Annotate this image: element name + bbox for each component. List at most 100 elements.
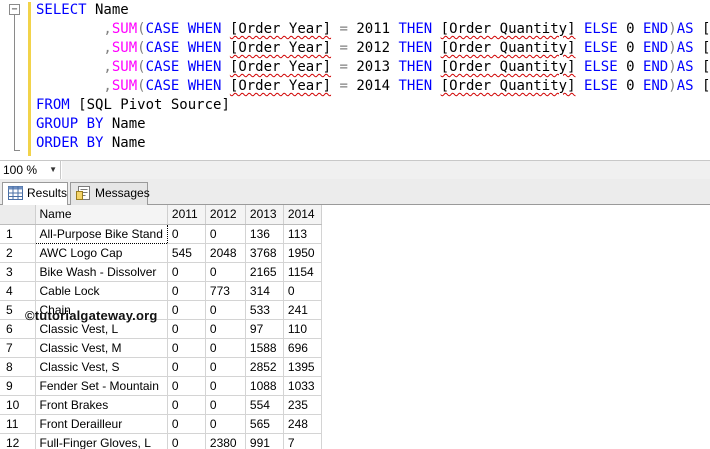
cell-name[interactable]: Fender Set - Mountain [35,376,168,396]
code-line[interactable]: ,SUM(CASE WHEN [Order Year] = 2013 THEN … [36,58,710,77]
cell-quantity[interactable]: 991 [245,433,284,449]
row-number[interactable]: 10 [0,395,36,415]
cell-quantity[interactable]: 0 [167,262,206,282]
tab-results[interactable]: Results [2,182,68,206]
table-row[interactable]: 7 Classic Vest, M 0 0 1588 696 [0,338,322,358]
column-header[interactable]: 2011 [167,205,206,225]
cell-quantity[interactable]: 0 [167,300,206,320]
cell-name[interactable]: Bike Wash - Dissolver [35,262,168,282]
code-line[interactable]: GROUP BY Name [36,115,710,134]
chevron-down-icon[interactable]: ▼ [49,165,57,174]
column-header[interactable]: Name [35,205,168,225]
cell-quantity[interactable]: 545 [167,243,206,263]
code-line[interactable]: SELECT Name [36,1,710,20]
code-line[interactable]: ORDER BY Name [36,134,710,153]
cell-name[interactable]: Classic Vest, S [35,357,168,377]
cell-quantity[interactable]: 0 [205,414,246,434]
cell-quantity[interactable]: 0 [167,338,206,358]
cell-quantity[interactable]: 0 [167,319,206,339]
cell-quantity[interactable]: 773 [205,281,246,301]
cell-quantity[interactable]: 0 [205,357,246,377]
cell-quantity[interactable]: 7 [283,433,322,449]
cell-quantity[interactable]: 110 [283,319,322,339]
row-number[interactable]: 12 [0,433,36,449]
cell-quantity[interactable]: 241 [283,300,322,320]
sql-query-editor[interactable]: − SELECT Name ,SUM(CASE WHEN [Order Year… [0,0,710,160]
cell-quantity[interactable]: 2048 [205,243,246,263]
cell-quantity[interactable]: 2165 [245,262,284,282]
row-number[interactable]: 9 [0,376,36,396]
cell-quantity[interactable]: 533 [245,300,284,320]
cell-quantity[interactable]: 0 [167,224,206,244]
tab-messages[interactable]: Messages [70,182,150,205]
row-number[interactable]: 11 [0,414,36,434]
row-number[interactable]: 1 [0,224,36,244]
cell-name[interactable]: Front Brakes [35,395,168,415]
select-all-corner[interactable] [0,205,36,225]
horizontal-scrollbar[interactable] [62,161,710,179]
cell-quantity[interactable]: 1154 [283,262,322,282]
row-number[interactable]: 4 [0,281,36,301]
table-row[interactable]: 11 Front Derailleur 0 0 565 248 [0,414,322,434]
cell-quantity[interactable]: 0 [167,433,206,449]
row-number[interactable]: 6 [0,319,36,339]
table-row[interactable]: 12 Full-Finger Gloves, L 0 2380 991 7 [0,433,322,449]
code-line[interactable]: ,SUM(CASE WHEN [Order Year] = 2014 THEN … [36,77,710,96]
column-header[interactable]: 2012 [205,205,246,225]
cell-quantity[interactable]: 1088 [245,376,284,396]
cell-quantity[interactable]: 696 [283,338,322,358]
cell-quantity[interactable]: 248 [283,414,322,434]
cell-quantity[interactable]: 1395 [283,357,322,377]
table-row[interactable]: 3 Bike Wash - Dissolver 0 0 2165 1154 [0,262,322,282]
cell-quantity[interactable]: 2380 [205,433,246,449]
cell-quantity[interactable]: 314 [245,281,284,301]
cell-quantity[interactable]: 0 [167,414,206,434]
cell-quantity[interactable]: 0 [205,300,246,320]
cell-name[interactable]: Classic Vest, L [35,319,168,339]
column-header[interactable]: 2014 [283,205,322,225]
cell-name[interactable]: Front Derailleur [35,414,168,434]
row-number[interactable]: 7 [0,338,36,358]
cell-quantity[interactable]: 1033 [283,376,322,396]
cell-quantity[interactable]: 0 [283,281,322,301]
cell-quantity[interactable]: 0 [167,376,206,396]
cell-quantity[interactable]: 235 [283,395,322,415]
cell-quantity[interactable]: 1588 [245,338,284,358]
zoom-level-dropdown[interactable]: 100 % ▼ [0,161,61,179]
cell-quantity[interactable]: 565 [245,414,284,434]
cell-name[interactable]: AWC Logo Cap [35,243,168,263]
results-grid[interactable]: Name 2011 2012 2013 2014 1 All-Purpose Bi… [0,205,710,449]
cell-quantity[interactable]: 0 [205,376,246,396]
cell-quantity[interactable]: 0 [167,357,206,377]
sql-code[interactable]: SELECT Name ,SUM(CASE WHEN [Order Year] … [36,1,710,153]
collapse-region-icon[interactable]: − [9,4,20,15]
cell-quantity[interactable]: 1950 [283,243,322,263]
cell-name[interactable]: Chain [35,300,168,320]
table-row[interactable]: 1 All-Purpose Bike Stand 0 0 136 113 [0,223,322,244]
table-row[interactable]: 5 Chain 0 0 533 241 [0,300,322,320]
cell-name[interactable]: Classic Vest, M [35,338,168,358]
table-row[interactable]: 2 AWC Logo Cap 545 2048 3768 1950 [0,243,322,263]
cell-quantity[interactable]: 0 [205,395,246,415]
cell-quantity[interactable]: 554 [245,395,284,415]
cell-quantity[interactable]: 0 [205,262,246,282]
code-line[interactable]: ,SUM(CASE WHEN [Order Year] = 2011 THEN … [36,20,710,39]
table-row[interactable]: 6 Classic Vest, L 0 0 97 110 [0,319,322,339]
row-number[interactable]: 3 [0,262,36,282]
cell-quantity[interactable]: 136 [245,224,284,244]
cell-quantity[interactable]: 3768 [245,243,284,263]
table-row[interactable]: 8 Classic Vest, S 0 0 2852 1395 [0,357,322,377]
cell-quantity[interactable]: 97 [245,319,284,339]
cell-name[interactable]: All-Purpose Bike Stand [34,223,168,244]
cell-quantity[interactable]: 0 [167,395,206,415]
cell-quantity[interactable]: 0 [205,338,246,358]
table-row[interactable]: 9 Fender Set - Mountain 0 0 1088 1033 [0,376,322,396]
column-header[interactable]: 2013 [245,205,284,225]
table-row[interactable]: 4 Cable Lock 0 773 314 0 [0,281,322,301]
code-line[interactable]: FROM [SQL Pivot Source] [36,96,710,115]
row-number[interactable]: 2 [0,243,36,263]
cell-quantity[interactable]: 113 [283,224,322,244]
cell-quantity[interactable]: 2852 [245,357,284,377]
row-number[interactable]: 5 [0,300,36,320]
cell-name[interactable]: Cable Lock [35,281,168,301]
